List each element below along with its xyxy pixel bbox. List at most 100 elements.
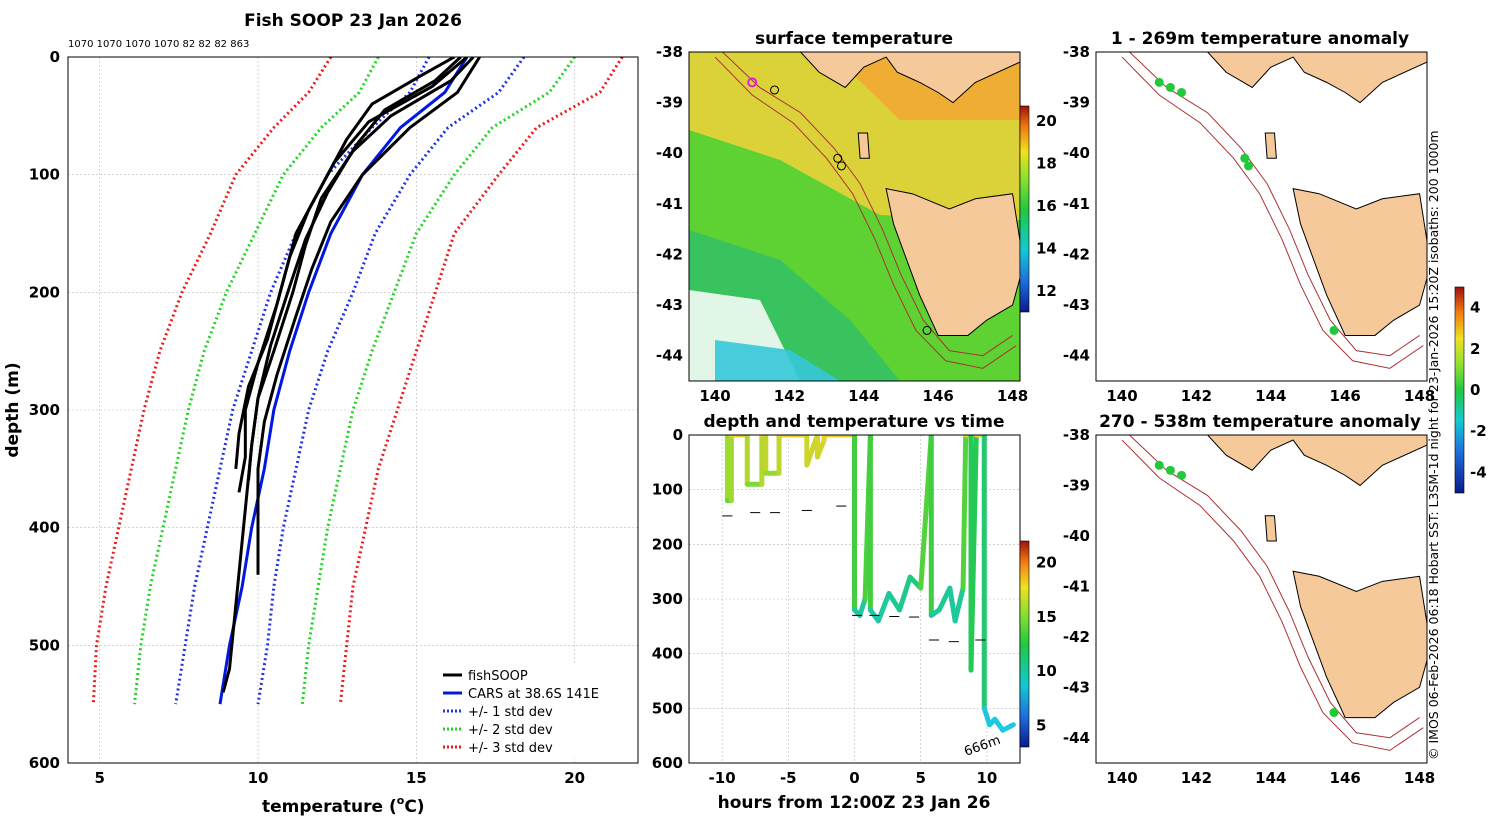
lon-tick-label: 140	[1106, 769, 1137, 787]
lat-tick-label: -42	[656, 245, 683, 263]
legend-1std: +/- 1 std dev	[468, 705, 553, 720]
anomaly-marker	[1165, 465, 1175, 475]
lat-tick-label: -38	[1063, 43, 1090, 61]
anomaly-shallow-panel: 1 - 269m temperature anomaly 140 142 144 14…	[1063, 29, 1435, 405]
sst-map	[689, 52, 1020, 381]
isobath-1000m	[714, 56, 1017, 369]
std-dev-line	[256, 57, 526, 705]
depth-tick-label: 0	[673, 426, 683, 444]
depth-track-segment	[981, 705, 993, 728]
isobath-200m	[722, 52, 1013, 357]
sst-colorbar-tick: 12	[1036, 282, 1057, 300]
lon-tick-label: 144	[1255, 387, 1286, 405]
anomaly-marker	[1240, 153, 1250, 163]
hour-tick-label: -10	[709, 769, 736, 787]
x-tick-label: 20	[564, 769, 585, 787]
lat-tick-label: -44	[1063, 347, 1090, 365]
land-tasmania	[1292, 188, 1427, 336]
track-point-marker	[770, 85, 780, 95]
lon-tick-label: 148	[997, 387, 1028, 405]
lat-tick-label: -43	[1063, 678, 1090, 696]
lat-tick-label: -41	[1063, 195, 1090, 213]
std-dev-line	[338, 57, 624, 705]
lat-tick-label: -39	[1063, 94, 1090, 112]
land-king-island	[1264, 515, 1277, 542]
depth-track-segment	[814, 437, 827, 460]
y-tick-label: 300	[29, 401, 60, 419]
anomaly-marker	[1329, 325, 1339, 335]
depth-track-segment	[875, 591, 892, 624]
std-dev-line	[91, 57, 333, 705]
lon-tick-label: 148	[1404, 387, 1435, 405]
land-king-island	[857, 132, 870, 159]
y-tick-label: 500	[29, 636, 60, 654]
land-tasmania	[885, 188, 1020, 336]
hour-tick-label: 5	[915, 769, 925, 787]
profile-frame	[67, 56, 639, 764]
anomaly-deep-panel: 270 - 538m temperature anomaly 140 142 144…	[1063, 412, 1435, 787]
anomaly-marker	[1177, 87, 1187, 97]
legend-2std: +/- 2 std dev	[468, 723, 553, 738]
profile-ylabel: depth (m)	[3, 362, 23, 457]
track-point-marker	[922, 325, 932, 335]
depth-track-segment	[952, 585, 966, 624]
lat-tick-label: -43	[1063, 296, 1090, 314]
depth-tick-label: 400	[652, 645, 683, 663]
fishsoop-cast	[234, 57, 456, 469]
depth-track-segment	[857, 596, 868, 618]
lat-tick-label: -39	[1063, 476, 1090, 494]
anomaly-marker	[1329, 708, 1339, 718]
legend-cars: CARS at 38.6S 141E	[468, 687, 599, 702]
lon-tick-label: 142	[1181, 387, 1212, 405]
fishsoop-cast	[256, 57, 481, 575]
isobath-1000m	[1121, 439, 1424, 751]
side-caption: © IMOS 06-Feb-2026 06:18 Hobart SST: L3S…	[1426, 130, 1441, 760]
anomaly-marker	[1154, 460, 1164, 470]
depth-time-title: depth and temperature vs time	[704, 412, 1005, 432]
lat-tick-label: -41	[656, 195, 683, 213]
lat-tick-label: -39	[656, 94, 683, 112]
lat-tick-label: -40	[1063, 144, 1090, 162]
anomaly-colorbar-tick: 2	[1470, 340, 1480, 358]
hour-tick-label: 0	[849, 769, 859, 787]
anomaly-marker	[1177, 470, 1187, 480]
land-tasmania	[1292, 570, 1427, 719]
lon-tick-label: 146	[1330, 387, 1361, 405]
lat-tick-label: -44	[1063, 729, 1090, 747]
profile-lines	[91, 57, 624, 705]
depth-track-segment	[886, 591, 903, 613]
depth-track-segment	[897, 574, 913, 613]
std-dev-line	[133, 57, 380, 705]
std-dev-line	[174, 57, 431, 705]
anomaly-marker	[1165, 82, 1175, 92]
depth-time-colorbar-tick: 5	[1036, 716, 1046, 734]
x-tick-label: 15	[406, 769, 427, 787]
anomaly-colorbar-tick: 0	[1470, 381, 1480, 399]
hour-tick-label: 10	[976, 769, 997, 787]
depth-time-panel: depth and temperature vs time -10 -5 0 5 100…	[652, 412, 1057, 813]
depth-tick-label: 200	[652, 535, 683, 553]
lat-tick-label: -38	[656, 43, 683, 61]
anomaly-shallow-title: 1 - 269m temperature anomaly	[1111, 29, 1409, 49]
sst-colorbar-tick: 16	[1036, 197, 1057, 215]
land-king-island	[1264, 132, 1277, 159]
lat-tick-label: -42	[1063, 245, 1090, 263]
depth-track-segment	[960, 435, 969, 591]
sst-colorbar	[1019, 105, 1030, 313]
y-tick-label: 200	[29, 283, 60, 301]
cars-line	[218, 57, 469, 705]
anomaly-deep-frame	[1095, 434, 1428, 764]
sst-title: surface temperature	[755, 29, 953, 49]
lon-tick-label: 146	[1330, 769, 1361, 787]
track-point-marker	[747, 77, 758, 88]
y-tick-label: 100	[29, 166, 60, 184]
fishsoop-cast	[221, 57, 462, 693]
profile-xlabel: temperature (oC)	[262, 794, 425, 817]
legend-3std: +/- 3 std dev	[468, 741, 553, 756]
lon-tick-label: 142	[1181, 769, 1212, 787]
track-point-marker	[833, 153, 843, 163]
anomaly-marker	[1154, 77, 1164, 87]
lon-tick-label: 144	[1255, 769, 1286, 787]
anomaly-colorbar-tick: -4	[1470, 463, 1487, 481]
